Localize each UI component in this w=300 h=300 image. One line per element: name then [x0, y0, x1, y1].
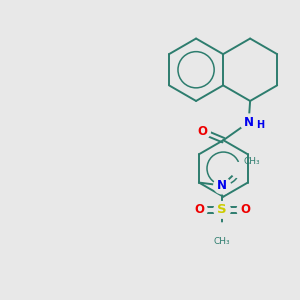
- Text: CH₃: CH₃: [244, 158, 260, 166]
- Circle shape: [237, 202, 253, 218]
- Circle shape: [214, 202, 230, 218]
- Text: N: N: [217, 179, 227, 192]
- Text: CH₃: CH₃: [214, 237, 230, 246]
- Text: S: S: [217, 203, 227, 216]
- Circle shape: [190, 202, 207, 218]
- Circle shape: [194, 123, 210, 140]
- Circle shape: [231, 163, 246, 178]
- Text: O: O: [197, 125, 207, 138]
- Circle shape: [240, 114, 257, 131]
- Text: O: O: [240, 203, 250, 216]
- Circle shape: [214, 223, 230, 240]
- Text: H: H: [256, 120, 264, 130]
- Circle shape: [214, 177, 230, 194]
- Text: N: N: [244, 116, 254, 129]
- Text: O: O: [194, 203, 204, 216]
